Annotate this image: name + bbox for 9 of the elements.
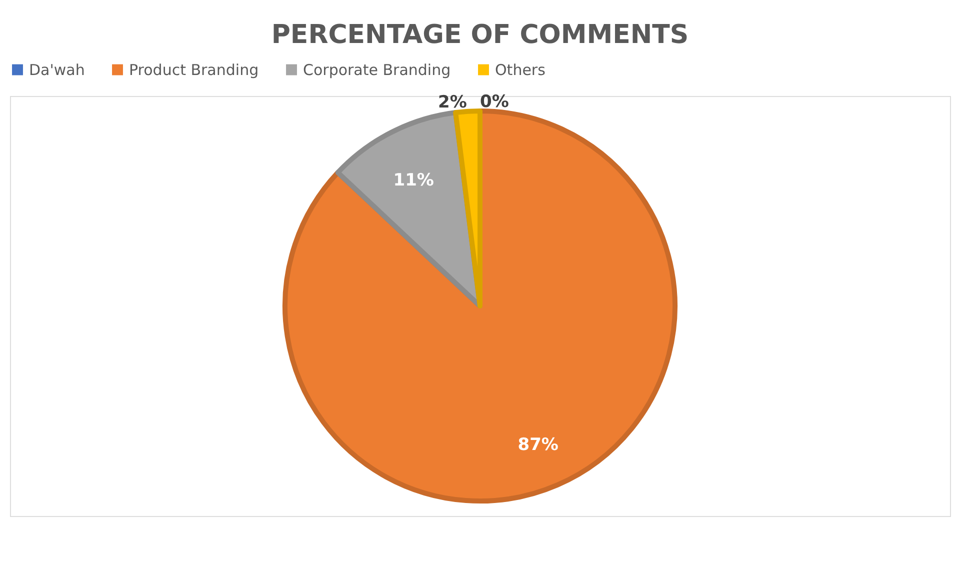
legend-label: Corporate Branding [303,60,451,79]
data-label: 87% [518,435,558,456]
chart-title: PERCENTAGE OF COMMENTS [271,20,689,50]
legend-label: Da'wah [29,60,85,79]
text: 0% [480,92,509,112]
data-label: 11% [393,170,434,191]
legend-label: Product Branding [129,60,259,79]
legend-label: Others [495,60,546,79]
data-label: 2% [438,92,467,112]
